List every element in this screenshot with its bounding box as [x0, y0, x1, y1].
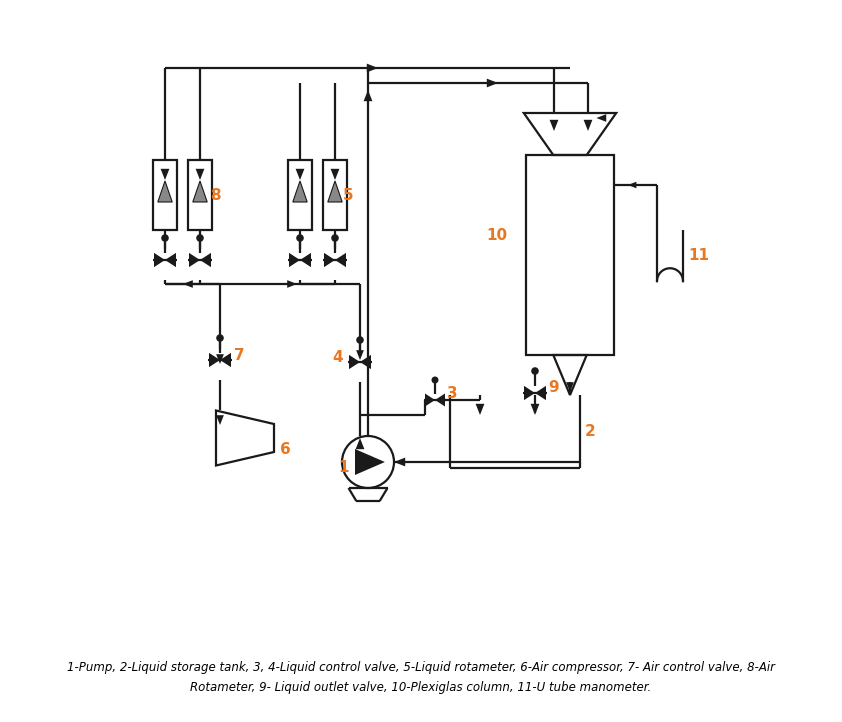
Polygon shape [296, 169, 305, 180]
Bar [153, 160, 177, 230]
Polygon shape [209, 353, 220, 367]
Text: 9: 9 [548, 380, 558, 396]
Polygon shape [535, 386, 546, 400]
Polygon shape [394, 458, 405, 466]
Polygon shape [356, 350, 364, 360]
Circle shape [332, 235, 338, 241]
Circle shape [217, 335, 223, 341]
Text: 3: 3 [447, 386, 457, 401]
Text: 7: 7 [234, 347, 245, 362]
Polygon shape [355, 449, 385, 475]
Polygon shape [487, 79, 498, 87]
Circle shape [297, 235, 303, 241]
Text: 2: 2 [585, 424, 596, 439]
Bar [323, 160, 347, 230]
Polygon shape [216, 415, 224, 425]
Circle shape [357, 337, 363, 343]
Polygon shape [331, 169, 339, 180]
Polygon shape [154, 253, 165, 267]
Text: 1: 1 [338, 459, 349, 474]
Text: 1-Pump, 2-Liquid storage tank, 3, 4-Liquid control valve, 5-Liquid rotameter, 6-: 1-Pump, 2-Liquid storage tank, 3, 4-Liqu… [67, 661, 775, 674]
Polygon shape [161, 169, 169, 180]
Polygon shape [157, 181, 173, 202]
Text: 6: 6 [280, 443, 290, 458]
Polygon shape [425, 393, 435, 406]
Polygon shape [193, 181, 207, 202]
Polygon shape [200, 253, 211, 267]
Text: 5: 5 [343, 188, 354, 202]
Polygon shape [524, 386, 535, 400]
Polygon shape [183, 280, 193, 288]
Polygon shape [289, 253, 300, 267]
Circle shape [532, 368, 538, 374]
Text: 11: 11 [688, 248, 709, 263]
Circle shape [432, 377, 438, 383]
Polygon shape [360, 355, 371, 369]
Polygon shape [324, 253, 335, 267]
Polygon shape [328, 181, 342, 202]
Polygon shape [189, 253, 200, 267]
Polygon shape [435, 393, 445, 406]
Text: 10: 10 [486, 227, 507, 243]
Bar [188, 160, 212, 230]
Polygon shape [287, 280, 297, 288]
Polygon shape [530, 404, 540, 415]
Text: 4: 4 [332, 349, 343, 365]
Polygon shape [476, 404, 484, 415]
Polygon shape [216, 355, 224, 364]
Polygon shape [293, 181, 307, 202]
Polygon shape [300, 253, 311, 267]
Text: 8: 8 [210, 188, 221, 202]
Polygon shape [165, 253, 176, 267]
Polygon shape [355, 438, 365, 449]
Polygon shape [335, 253, 346, 267]
Circle shape [162, 235, 168, 241]
Polygon shape [584, 120, 593, 131]
Text: Rotameter, 9- Liquid outlet valve, 10-Plexiglas column, 11-U tube manometer.: Rotameter, 9- Liquid outlet valve, 10-Pl… [190, 682, 652, 695]
Bar [526, 155, 614, 355]
Polygon shape [367, 64, 378, 72]
Polygon shape [628, 182, 637, 188]
Bar [288, 160, 312, 230]
Polygon shape [550, 120, 558, 131]
Polygon shape [220, 353, 231, 367]
Circle shape [197, 235, 203, 241]
Polygon shape [364, 90, 372, 101]
Polygon shape [596, 114, 606, 122]
Polygon shape [349, 355, 360, 369]
Polygon shape [195, 169, 205, 180]
Polygon shape [566, 382, 574, 392]
